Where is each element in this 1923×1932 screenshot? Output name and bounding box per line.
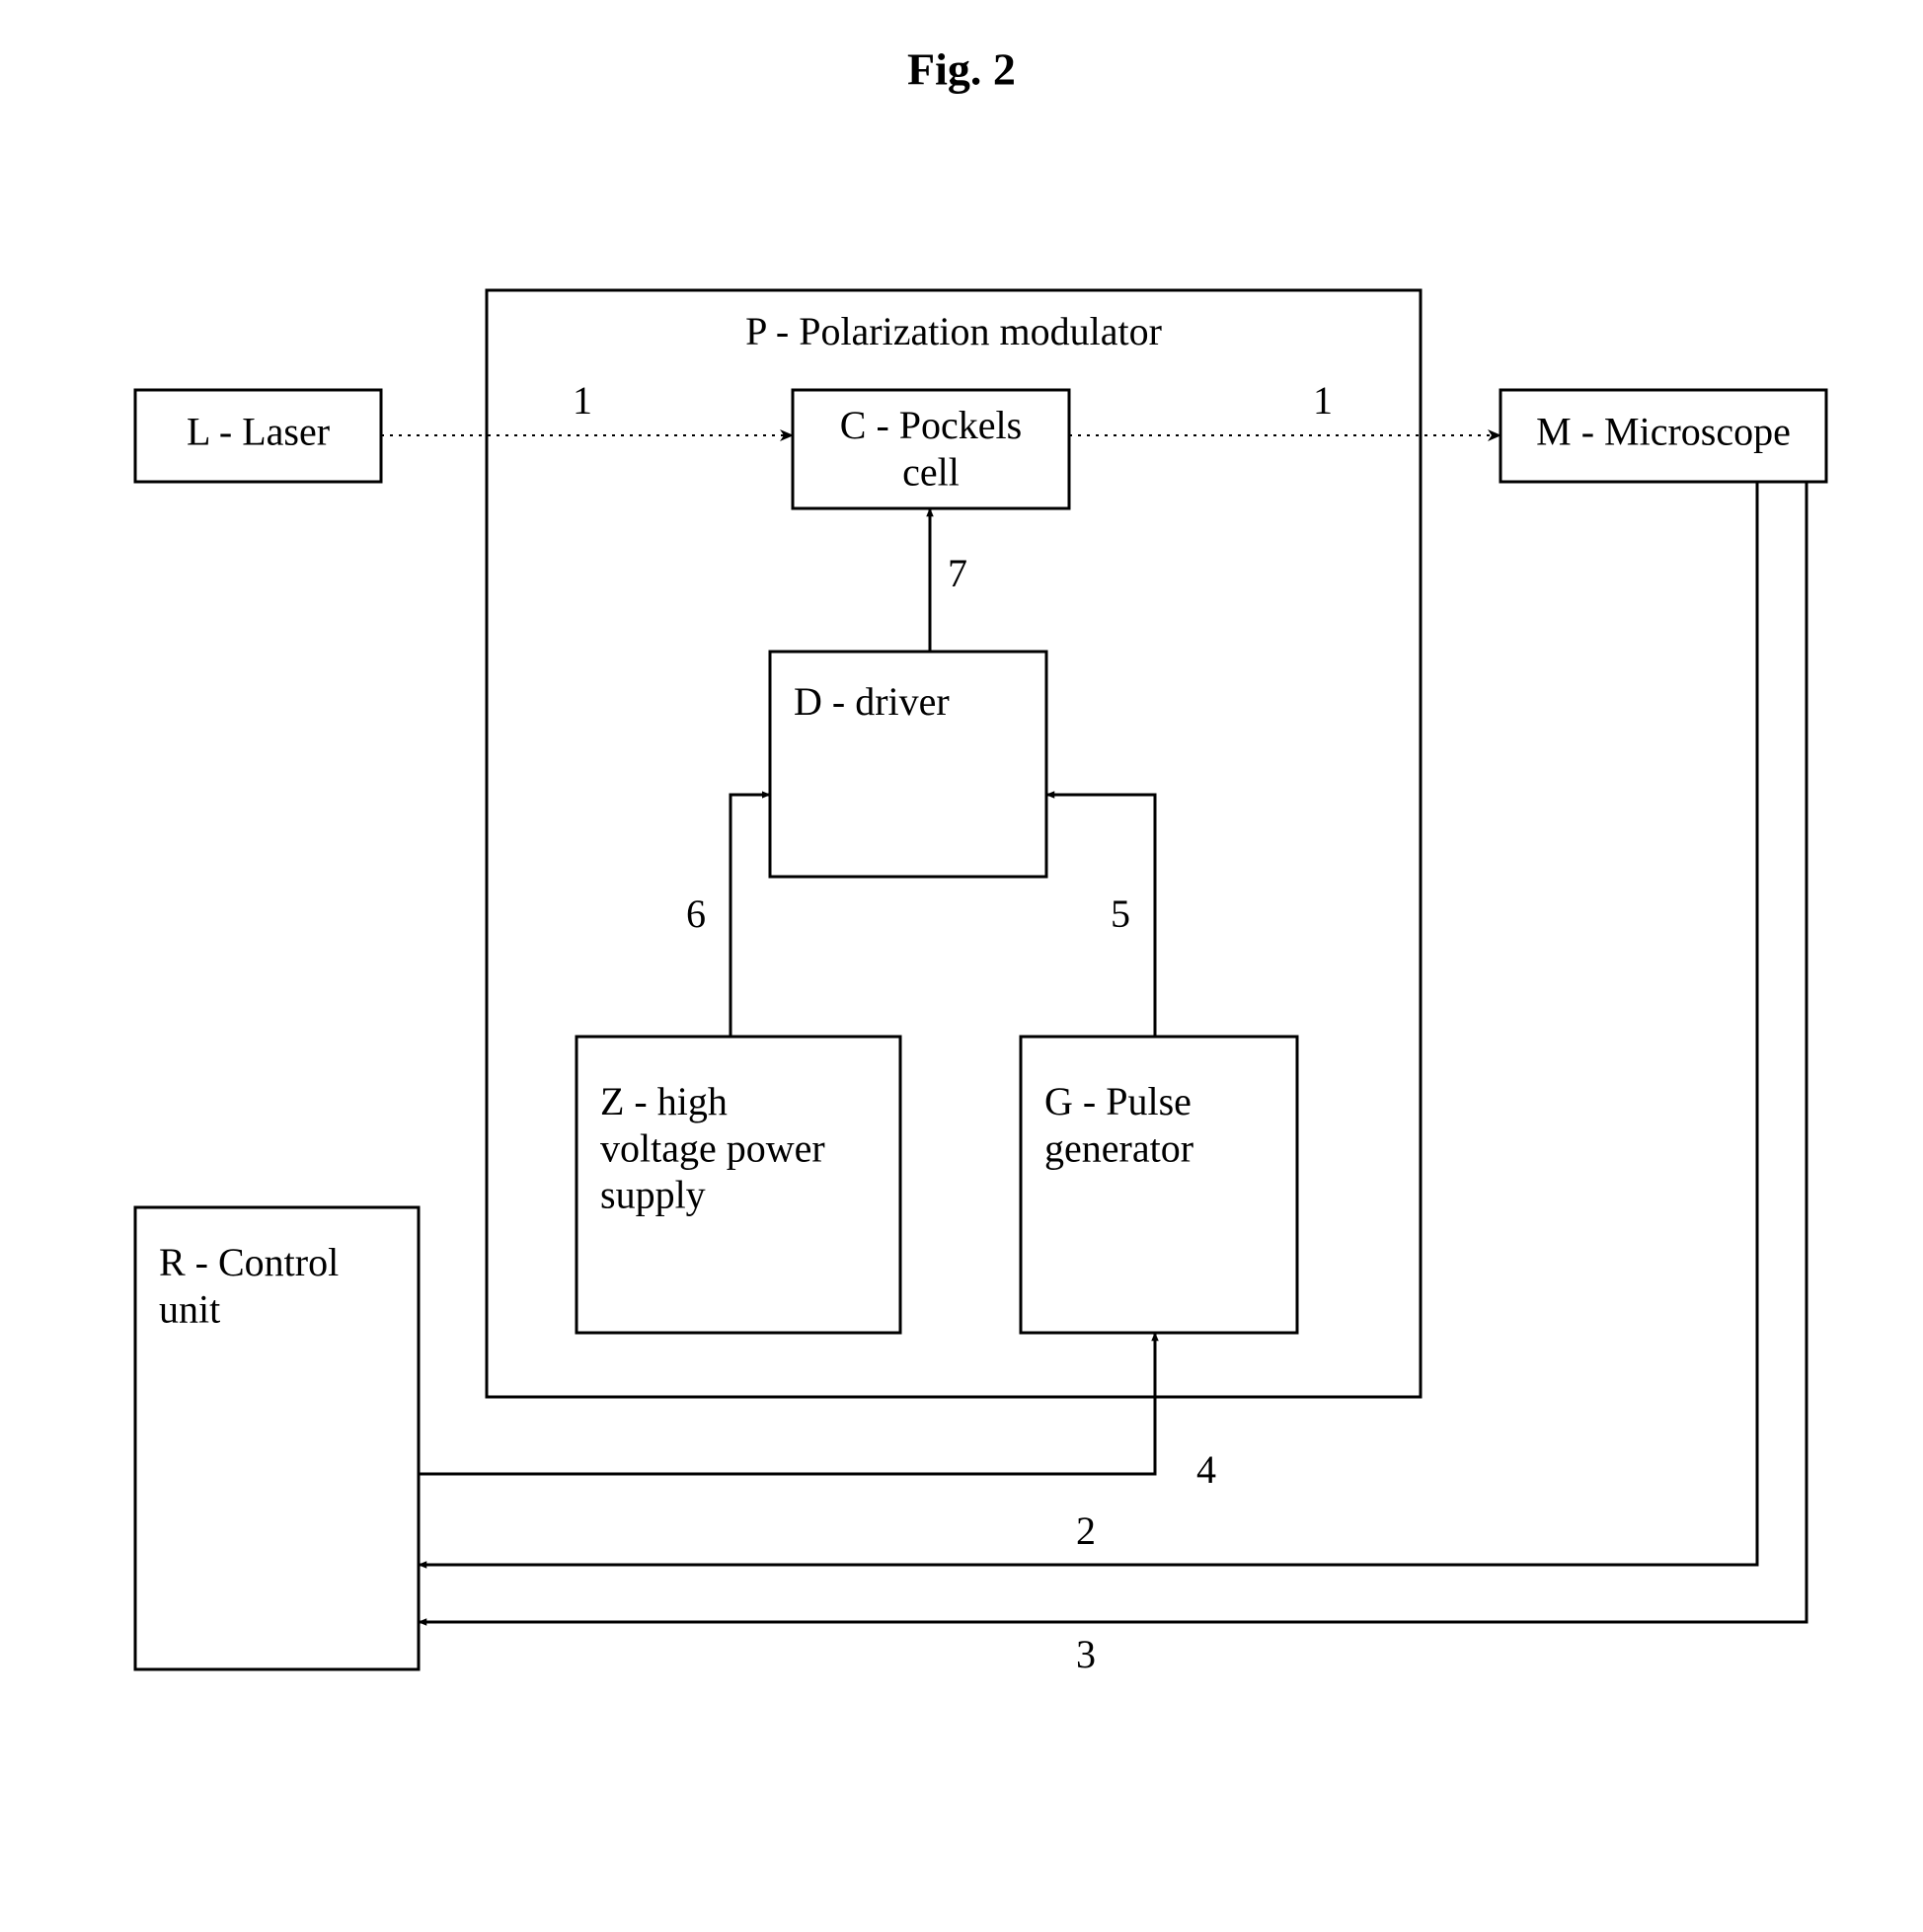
edge-e1b-label: 1 xyxy=(1313,378,1333,423)
node-M-label-line-0: M - Microscope xyxy=(1536,410,1791,454)
figure-title: Fig. 2 xyxy=(907,44,1016,95)
edge-e2-label: 2 xyxy=(1076,1508,1096,1553)
node-D-label-line-0: D - driver xyxy=(794,679,950,724)
node-R-label-line-0: R - Control xyxy=(159,1240,339,1284)
node-Z-label-line-2: supply xyxy=(600,1173,706,1217)
node-P-label: P - Polarization modulator xyxy=(745,309,1162,353)
edge-e5-label: 5 xyxy=(1111,891,1130,936)
node-R-label-line-1: unit xyxy=(159,1286,220,1331)
node-G-label-line-1: generator xyxy=(1044,1125,1193,1170)
edge-e6-label: 6 xyxy=(686,891,706,936)
node-Z-label-line-0: Z - high xyxy=(600,1079,728,1123)
edge-e7-label: 7 xyxy=(948,551,967,595)
edge-e1a-label: 1 xyxy=(573,378,592,423)
block-diagram: Fig. 2 P - Polarization modulator L - Lase… xyxy=(0,0,1923,1932)
edge-e3-label: 3 xyxy=(1076,1632,1096,1676)
edge-e4-label: 4 xyxy=(1196,1447,1216,1492)
node-L-label-line-0: L - Laser xyxy=(187,410,330,454)
node-G-label-line-0: G - Pulse xyxy=(1044,1079,1192,1123)
node-C-label-line-1: cell xyxy=(902,449,960,494)
node-C-label-line-0: C - Pockels xyxy=(840,403,1022,447)
node-Z-label-line-1: voltage power xyxy=(600,1125,825,1170)
